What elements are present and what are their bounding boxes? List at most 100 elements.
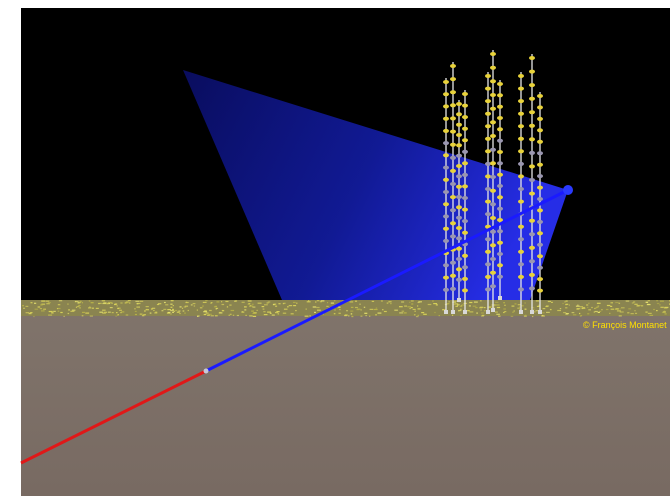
- surface-speck: [517, 307, 520, 309]
- surface-speck: [48, 314, 53, 316]
- seabed: [21, 306, 670, 496]
- detector-storey: [497, 184, 503, 188]
- surface-speck: [587, 313, 590, 315]
- surface-speck: [606, 304, 611, 307]
- surface-speck: [85, 312, 90, 314]
- surface-speck: [338, 312, 341, 314]
- surface-speck: [480, 300, 482, 302]
- detector-storey: [490, 243, 496, 248]
- surface-speck: [71, 309, 76, 311]
- surface-speck: [42, 308, 45, 311]
- surface-speck: [183, 306, 187, 308]
- surface-speck: [575, 305, 580, 307]
- surface-speck: [77, 302, 82, 304]
- surface-speck: [453, 303, 456, 306]
- surface-speck: [57, 307, 61, 310]
- surface-speck: [448, 301, 450, 303]
- surface-speck: [210, 302, 212, 304]
- surface-speck: [348, 315, 350, 317]
- surface-speck: [247, 303, 250, 305]
- surface-speck: [333, 313, 336, 315]
- surface-speck: [178, 310, 181, 312]
- surface-speck: [48, 310, 53, 313]
- surface-speck: [109, 307, 113, 309]
- surface-speck: [252, 312, 257, 314]
- surface-speck: [308, 300, 310, 302]
- surface-speck: [181, 307, 184, 309]
- detector-storey: [529, 232, 535, 237]
- surface-speck: [316, 300, 320, 302]
- surface-speck: [616, 310, 621, 312]
- surface-speck: [610, 308, 615, 310]
- detector-storey: [443, 104, 449, 109]
- surface-speck: [99, 311, 103, 313]
- surface-speck: [215, 308, 217, 310]
- surface-speck: [88, 300, 91, 302]
- surface-speck: [219, 311, 221, 314]
- surface-speck: [34, 308, 39, 310]
- detector-storey: [456, 267, 462, 272]
- surface-speck: [314, 311, 316, 313]
- string-anchor: [457, 298, 461, 302]
- surface-speck: [125, 302, 129, 304]
- surface-speck: [214, 315, 218, 317]
- surface-speck: [386, 302, 389, 304]
- surface-speck: [619, 311, 624, 313]
- surface-speck: [315, 301, 317, 303]
- surface-speck: [89, 315, 93, 317]
- detector-storey: [497, 229, 503, 234]
- detector-storey: [443, 165, 449, 170]
- surface-speck: [63, 315, 65, 317]
- surface-speck: [645, 301, 649, 303]
- surface-speck: [403, 312, 407, 314]
- detector-storey: [450, 90, 456, 95]
- surface-speck: [503, 308, 506, 310]
- surface-speck: [230, 309, 235, 312]
- surface-speck: [451, 314, 454, 316]
- surface-speck: [647, 300, 650, 302]
- surface-speck: [412, 308, 416, 310]
- surface-speck: [559, 308, 562, 310]
- surface-speck: [571, 312, 575, 314]
- detector-storey: [529, 150, 535, 155]
- detector-storey: [497, 218, 503, 222]
- surface-speck: [480, 312, 485, 314]
- detector-storey: [537, 277, 543, 282]
- surface-speck: [495, 301, 499, 303]
- credit-text: © François Montanet: [583, 320, 667, 330]
- surface-speck: [79, 300, 82, 302]
- surface-speck: [209, 309, 212, 312]
- detector-storey: [450, 116, 456, 121]
- surface-speck: [70, 310, 75, 312]
- surface-speck: [327, 302, 329, 304]
- surface-speck: [277, 313, 280, 315]
- surface-speck: [346, 310, 348, 312]
- surface-speck: [532, 315, 534, 318]
- surface-speck: [492, 306, 495, 308]
- detector-storey: [462, 161, 468, 166]
- detector-storey: [485, 237, 491, 242]
- surface-speck: [377, 312, 382, 314]
- surface-speck: [43, 308, 46, 310]
- surface-speck: [541, 312, 545, 314]
- surface-speck: [513, 310, 515, 312]
- detector-storey: [485, 249, 491, 254]
- surface-speck: [495, 311, 498, 313]
- surface-speck: [267, 311, 271, 313]
- surface-speck: [128, 302, 131, 304]
- surface-speck: [469, 311, 474, 313]
- detector-storey: [529, 245, 535, 250]
- surface-speck: [229, 304, 232, 306]
- surface-speck: [251, 303, 254, 305]
- surface-speck: [229, 313, 232, 315]
- surface-speck: [649, 314, 654, 316]
- surface-speck: [399, 306, 403, 308]
- surface-speck: [610, 302, 613, 304]
- surface-speck: [350, 306, 354, 308]
- surface-speck: [524, 302, 526, 304]
- detector-storey: [462, 230, 468, 235]
- surface-speck: [354, 300, 358, 302]
- surface-speck: [67, 312, 70, 315]
- detector-storey: [490, 175, 496, 179]
- detector-storey: [518, 199, 524, 204]
